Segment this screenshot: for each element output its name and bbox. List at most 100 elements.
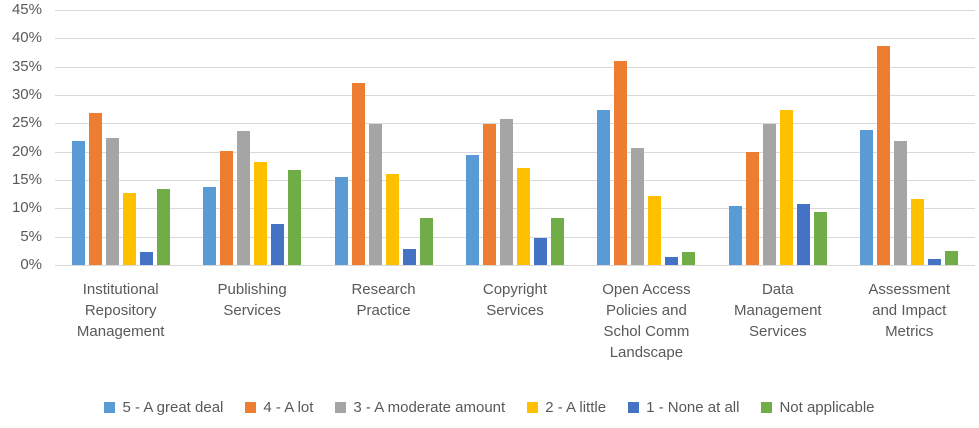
bar-group: [186, 10, 317, 265]
category-label-text: Copyright Services: [482, 281, 548, 319]
bar: [220, 151, 234, 265]
legend-item: 2 - A little: [527, 399, 606, 416]
bar: [762, 123, 776, 265]
bar: [516, 167, 530, 265]
bar: [122, 193, 136, 265]
bar: [779, 109, 793, 265]
legend-swatch-icon: [761, 401, 773, 413]
category-label-text: Institutional Repository Management: [76, 281, 165, 340]
bar: [877, 46, 891, 265]
bar: [139, 251, 153, 265]
bar: [482, 124, 496, 265]
y-tick-label: 40%: [11, 29, 42, 47]
category-label-text: Assessment and Impact Metrics: [868, 281, 951, 340]
bar-group: [449, 10, 580, 265]
y-axis: 0% 5% 10% 15% 20% 25% 30% 35% 40% 45%: [0, 0, 42, 280]
legend-label: 5 - A great deal: [122, 398, 224, 416]
legend-swatch-icon: [104, 401, 116, 413]
bar: [71, 141, 85, 265]
category-label: Publishing Services: [186, 279, 317, 363]
category-label-text: Research Practice: [351, 281, 416, 319]
category-label: Institutional Repository Management: [55, 279, 186, 363]
y-tick-label: 15%: [11, 171, 42, 188]
legend-item: 3 - A moderate amount: [335, 399, 505, 416]
gridline: [55, 66, 975, 68]
bar: [648, 196, 662, 265]
bar: [533, 238, 547, 265]
bar: [728, 206, 742, 265]
bar-group: [844, 10, 975, 265]
category-label-text: Data Management Services: [734, 281, 822, 340]
legend: 5 - A great deal 4 - A lot 3 - A moderate …: [0, 394, 979, 420]
bar: [271, 223, 285, 265]
legend-swatch-icon: [527, 401, 539, 413]
legend-item: 5 - A great deal: [104, 399, 223, 416]
bar: [911, 199, 925, 265]
bar: [465, 155, 479, 265]
y-tick-label: 10%: [11, 199, 42, 217]
category-label: Assessment and Impact Metrics: [844, 279, 975, 363]
bar: [860, 130, 874, 265]
bar: [88, 113, 102, 265]
category-label-text: Open Access Policies and Schol Comm Land…: [602, 281, 691, 361]
legend-item: 1 - None at all: [628, 399, 739, 416]
bar: [385, 173, 399, 265]
y-tick-label: 0%: [20, 256, 42, 273]
legend-label: Not applicable: [779, 398, 875, 416]
category-label-text: Publishing Services: [217, 281, 287, 319]
bar: [254, 161, 268, 265]
bar: [156, 188, 170, 265]
bar: [928, 258, 942, 265]
gridline: [55, 123, 975, 125]
bar: [288, 169, 302, 265]
x-axis-labels: Institutional Repository Management Publi…: [55, 279, 975, 363]
legend-swatch-icon: [628, 401, 640, 413]
bar: [745, 151, 759, 265]
bar: [419, 217, 433, 265]
gridline: [55, 151, 975, 153]
bar: [105, 138, 119, 265]
plot-area: [55, 10, 975, 266]
gridline: [55, 236, 975, 238]
y-tick-label: 45%: [11, 1, 42, 18]
bar: [597, 110, 611, 265]
bar: [368, 123, 382, 265]
legend-label: 2 - A little: [545, 398, 607, 416]
legend-label: 4 - A lot: [263, 398, 314, 416]
category-label: Data Management Services: [712, 279, 843, 363]
y-tick-label: 5%: [20, 227, 42, 245]
bar: [682, 251, 696, 265]
legend-label: 1 - None at all: [646, 398, 740, 416]
bar-group: [581, 10, 712, 265]
y-tick-label: 20%: [11, 142, 42, 160]
bar: [945, 251, 959, 265]
gridline: [55, 208, 975, 210]
category-label: Open Access Policies and Schol Comm Land…: [581, 279, 712, 363]
bar-group: [712, 10, 843, 265]
bar-group: [318, 10, 449, 265]
bar: [351, 83, 365, 265]
bar: [796, 203, 810, 265]
y-tick-label: 25%: [11, 114, 42, 132]
bar: [550, 217, 564, 265]
gridline: [55, 265, 975, 266]
bar: [894, 140, 908, 265]
bar: [614, 61, 628, 265]
y-tick-label: 30%: [11, 86, 42, 103]
gridline: [55, 38, 975, 40]
bar: [334, 177, 348, 265]
legend-item: 4 - A lot: [245, 399, 313, 416]
gridline: [55, 95, 975, 96]
y-tick-label: 35%: [11, 57, 42, 75]
gridline: [55, 180, 975, 181]
bar-groups: [55, 10, 975, 265]
legend-swatch-icon: [245, 401, 257, 413]
legend-item: Not applicable: [761, 398, 875, 416]
bar: [813, 212, 827, 265]
bar: [203, 187, 217, 265]
gridline: [55, 10, 975, 11]
bar: [499, 119, 513, 265]
legend-swatch-icon: [335, 401, 347, 413]
category-label: Copyright Services: [449, 279, 580, 363]
